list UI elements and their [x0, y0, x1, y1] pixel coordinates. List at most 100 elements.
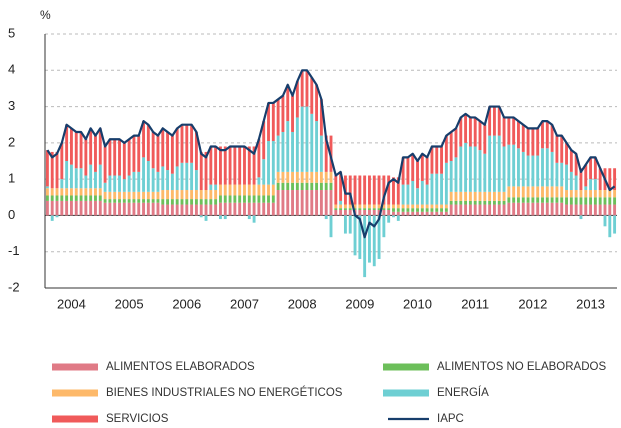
bar-segment: [613, 204, 617, 216]
bar-segment: [166, 199, 170, 205]
bar-segment: [257, 195, 261, 203]
bar-segment: [416, 161, 419, 189]
bar-segment: [440, 208, 443, 212]
bar-segment: [608, 168, 612, 191]
bar-segment: [55, 188, 59, 196]
bar-segment: [368, 208, 371, 210]
bar-segment: [363, 208, 367, 210]
bar-segment: [122, 199, 126, 203]
bar-segment: [69, 200, 73, 216]
bar-segment: [276, 99, 280, 136]
bar-segment: [175, 128, 179, 167]
bar-segment: [497, 191, 501, 201]
bar-segment: [368, 215, 371, 263]
bar-segment: [69, 128, 73, 165]
bar-segment: [521, 202, 525, 216]
bar-segment: [190, 124, 194, 163]
bar-segment: [329, 171, 333, 183]
bar-segment: [281, 171, 285, 183]
bar-segment: [492, 204, 496, 216]
bar-segment: [74, 195, 78, 201]
bar-segment: [74, 188, 78, 196]
bar-segment: [142, 121, 145, 158]
bar-segment: [108, 202, 112, 216]
x-tick-label: 2011: [461, 296, 489, 311]
bar-segment: [170, 173, 174, 191]
bar-segment: [214, 146, 218, 185]
bar-segment: [291, 182, 294, 191]
bar-segment: [425, 157, 429, 185]
bar-segment: [319, 182, 323, 191]
bar-segment: [137, 171, 141, 192]
bar-segment: [199, 151, 203, 191]
bar-segment: [142, 199, 145, 203]
bar-segment: [161, 204, 165, 216]
bar-segment: [276, 135, 280, 172]
legend-label: SERVICIOS: [106, 413, 169, 425]
x-tick-label: 2004: [57, 296, 86, 311]
bar-segment: [416, 204, 419, 209]
bar-segment: [478, 204, 482, 216]
bar-segment: [156, 135, 160, 172]
bar-segment: [396, 211, 400, 216]
bar-segment: [166, 204, 170, 216]
y-tick-label: -2: [8, 279, 20, 294]
bar-segment: [372, 204, 376, 209]
bar-segment: [113, 139, 117, 176]
bar-segment: [199, 190, 203, 200]
bar-segment: [550, 124, 554, 152]
bar-segment: [146, 161, 150, 192]
bar-segment: [348, 204, 352, 209]
bar-segment: [502, 200, 506, 205]
bar-segment: [146, 202, 150, 216]
bar-segment: [151, 199, 155, 203]
bar-segment: [50, 195, 54, 201]
bar-segment: [444, 204, 448, 209]
bar-segment: [79, 195, 83, 201]
bar-segment: [464, 113, 468, 143]
bar-segment: [295, 171, 299, 183]
bar-segment: [257, 202, 261, 216]
bar-segment: [50, 215, 54, 221]
bar-segment: [363, 215, 367, 278]
bar-segment: [199, 204, 203, 216]
bar-segment: [180, 124, 184, 163]
bar-segment: [608, 204, 612, 216]
bar-segment: [526, 186, 530, 198]
bar-segment: [492, 106, 496, 136]
legend-swatch: [52, 389, 98, 397]
bar-segment: [108, 199, 112, 203]
bar-segment: [214, 190, 218, 200]
bar-segment: [113, 202, 117, 216]
bar-segment: [550, 202, 554, 216]
bar-segment: [521, 124, 525, 152]
bar-segment: [170, 190, 174, 200]
bar-segment: [243, 195, 246, 203]
bar-segment: [545, 186, 549, 198]
bar-segment: [233, 202, 237, 216]
bar-segment: [406, 157, 410, 185]
y-tick-label: 2: [8, 134, 15, 149]
y-tick-label: 1: [8, 171, 15, 186]
bar-segment: [401, 204, 405, 209]
bar-segment: [473, 146, 477, 192]
legend-swatch: [52, 363, 98, 371]
bar-segment: [468, 191, 472, 201]
bar-segment: [310, 171, 314, 183]
bar-segment: [339, 208, 343, 210]
bar-segment: [223, 202, 227, 216]
bar-segment: [113, 175, 117, 192]
bar-segment: [454, 157, 458, 192]
bar-segment: [247, 202, 251, 216]
bar-segment: [267, 102, 270, 142]
bar-segment: [89, 200, 93, 216]
bar-segment: [372, 209, 376, 216]
bar-segment: [608, 190, 612, 198]
bar-segment: [65, 188, 69, 196]
bar-segment: [483, 153, 487, 192]
bar-segment: [262, 184, 266, 196]
bar-segment: [137, 202, 141, 216]
bar-segment: [300, 70, 304, 107]
bar-segment: [401, 208, 405, 212]
